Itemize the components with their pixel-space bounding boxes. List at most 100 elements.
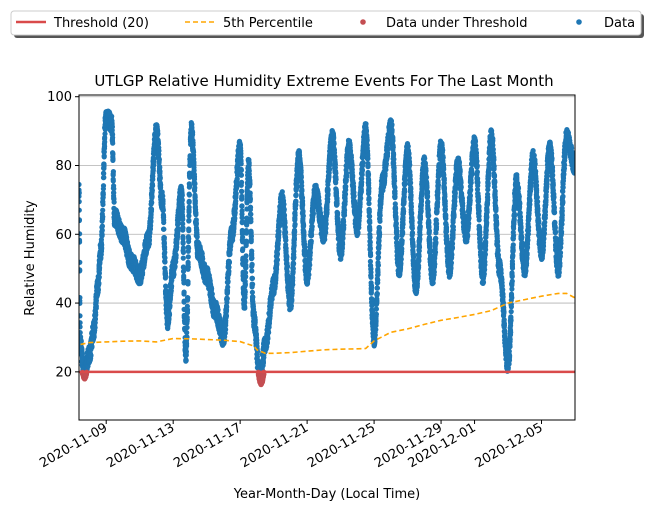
data-point <box>238 154 244 160</box>
x-tick-label: 2020-11-17 <box>171 420 244 471</box>
data-point <box>246 162 252 168</box>
data-point <box>248 218 254 225</box>
data-point <box>288 303 294 309</box>
data-point <box>109 113 115 119</box>
data-point <box>307 262 313 268</box>
data-point <box>99 223 105 229</box>
data-point <box>238 172 244 178</box>
data-point <box>100 214 106 220</box>
data-point <box>369 296 375 302</box>
data-point <box>366 195 372 201</box>
data-point <box>79 330 83 336</box>
legend-percentile-label: 5th Percentile <box>223 16 313 31</box>
x-axis-ticks: 2020-11-092020-11-132020-11-172020-11-21… <box>37 420 546 471</box>
data-point <box>184 343 190 349</box>
data-point <box>79 324 83 330</box>
data-point <box>167 303 173 309</box>
data-point <box>357 209 363 215</box>
data-point <box>79 259 83 265</box>
data-point <box>169 283 175 289</box>
data-point <box>243 253 249 259</box>
data-point <box>310 210 316 216</box>
data-point <box>185 261 191 267</box>
data-point <box>247 180 253 186</box>
data-point <box>335 219 341 225</box>
x-tick-label: 2020-12-05 <box>473 420 546 471</box>
data-point <box>110 151 116 158</box>
data-point <box>341 225 347 231</box>
data-point <box>149 194 155 200</box>
data-point <box>110 140 116 146</box>
data-point <box>291 261 297 267</box>
data-point <box>289 298 295 304</box>
data-point <box>261 354 267 361</box>
data-point <box>291 242 297 248</box>
data-point <box>183 357 189 364</box>
data-point <box>161 219 167 226</box>
data-point <box>356 218 362 224</box>
data-point <box>233 190 239 197</box>
data-point <box>249 255 255 261</box>
data-point <box>307 250 313 256</box>
data-point <box>359 167 365 173</box>
data-point <box>150 167 156 173</box>
data-point <box>366 201 372 207</box>
data-point <box>186 209 192 215</box>
data-point <box>358 195 364 201</box>
data-point <box>79 239 83 245</box>
data-point <box>180 255 186 261</box>
data-point <box>239 188 245 194</box>
data-point <box>292 229 298 235</box>
data-point <box>215 307 221 313</box>
data-point <box>242 270 249 276</box>
data-point <box>79 199 82 205</box>
data-point <box>230 237 236 243</box>
y-tick-label: 20 <box>55 365 72 380</box>
data-point <box>194 234 200 240</box>
data-point <box>79 217 82 223</box>
data-point <box>298 174 304 180</box>
data-point <box>184 317 190 323</box>
data-point <box>149 200 155 206</box>
data-point <box>190 131 196 137</box>
data-point <box>140 270 146 276</box>
data-point <box>163 283 169 289</box>
data-point <box>365 171 372 177</box>
data-point <box>364 137 370 143</box>
data-point <box>242 304 248 310</box>
data-point <box>79 181 82 188</box>
data-point <box>180 240 186 246</box>
data-point <box>291 248 297 254</box>
data-point <box>292 221 298 227</box>
data-point <box>101 149 107 155</box>
legend-frame <box>10 10 642 36</box>
data-point <box>299 188 305 194</box>
data-point <box>224 304 230 310</box>
data-point <box>233 201 239 207</box>
data-point <box>301 230 307 236</box>
data-point <box>166 312 173 318</box>
data-point <box>101 153 107 159</box>
data-point <box>342 196 348 202</box>
data-point <box>367 218 373 224</box>
data-point <box>149 187 155 193</box>
data-point <box>180 206 186 212</box>
data-point <box>281 212 288 218</box>
data-point <box>316 201 322 207</box>
data-point <box>232 215 238 221</box>
data-point <box>247 196 253 202</box>
data-point <box>308 233 315 239</box>
data-point <box>298 168 304 174</box>
data-point <box>243 264 249 270</box>
data-point <box>186 228 192 234</box>
data-point <box>111 186 117 192</box>
y-tick-label: 80 <box>55 159 72 174</box>
data-point <box>360 159 366 166</box>
data-point <box>194 229 200 236</box>
data-point <box>266 330 272 336</box>
data-point <box>294 183 300 189</box>
data-point <box>275 245 281 252</box>
data-point <box>243 230 250 236</box>
data-point <box>247 190 253 196</box>
